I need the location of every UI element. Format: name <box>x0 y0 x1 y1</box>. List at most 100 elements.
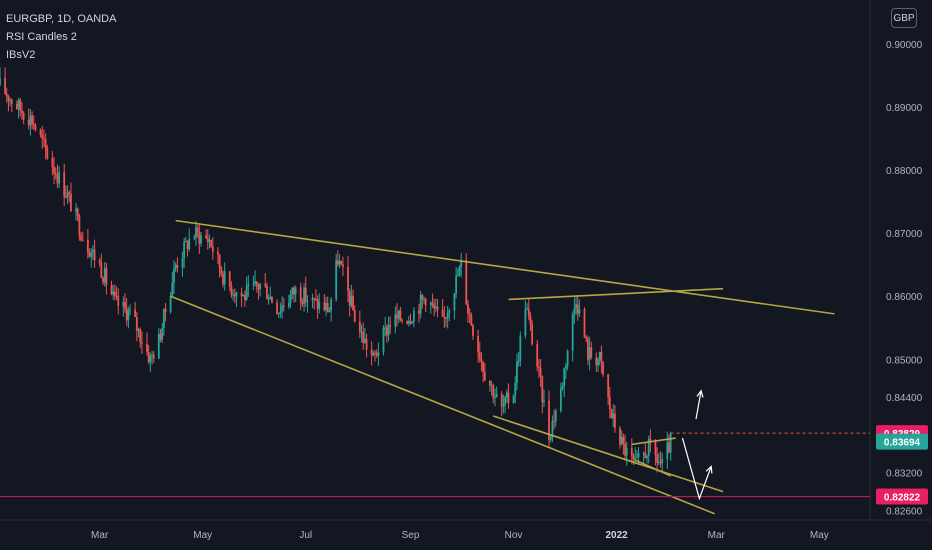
projection-arrow[interactable] <box>695 390 702 420</box>
candle-body <box>527 308 530 317</box>
candle-body <box>490 385 493 387</box>
candle-body <box>43 138 45 140</box>
candle-body <box>92 249 94 253</box>
candle-body <box>565 365 567 369</box>
candle-body <box>561 386 564 389</box>
price-axis[interactable]: 0.90000 0.89000 0.88000 0.87000 0.86000 0.850… <box>886 40 923 517</box>
candle-body <box>634 458 637 460</box>
candle-body <box>348 291 351 306</box>
candle-body <box>472 325 474 336</box>
candle-body <box>668 442 670 453</box>
trendline[interactable] <box>631 437 676 446</box>
candle-body <box>115 295 118 297</box>
candle-body <box>423 298 425 300</box>
candle-body <box>304 287 307 302</box>
candle-body <box>654 440 657 455</box>
trendline[interactable] <box>170 295 715 515</box>
candle-body <box>598 351 601 359</box>
candle-body <box>504 397 507 406</box>
candle-body <box>644 452 647 459</box>
candle-body <box>583 309 586 338</box>
candle-body <box>313 298 316 300</box>
candle-body <box>384 327 387 329</box>
candle-body <box>181 258 184 268</box>
candle-body <box>406 321 409 324</box>
candle-body <box>519 335 522 361</box>
candle-body <box>157 333 160 359</box>
candle-body <box>335 260 338 300</box>
time-tick-label: Nov <box>505 530 523 541</box>
candle-body <box>551 420 554 438</box>
candle-body <box>669 433 672 453</box>
candle-body <box>514 382 517 396</box>
candle-body <box>494 397 496 399</box>
candle-body <box>595 357 598 366</box>
candle-body <box>66 192 69 198</box>
candle-body <box>622 436 625 444</box>
candle-body <box>548 400 550 440</box>
price-label-box <box>876 433 928 450</box>
candle-body <box>549 437 552 440</box>
candle-body <box>489 380 491 386</box>
indicator-ibsv2[interactable]: IBsV2 <box>6 49 36 61</box>
candle-body <box>112 291 115 295</box>
candle-body <box>600 351 603 363</box>
candle-body <box>193 237 196 239</box>
candle-body <box>102 277 104 283</box>
candle-body <box>424 298 427 306</box>
candle-body <box>184 241 187 243</box>
candle-body <box>666 442 669 459</box>
candle-body <box>441 309 444 317</box>
candle-body <box>146 343 148 352</box>
candle-body <box>269 296 272 300</box>
candle-body <box>152 354 155 359</box>
projection-arrow[interactable] <box>681 437 712 501</box>
indicator-rsi-candles[interactable]: RSI Candles 2 <box>6 31 77 43</box>
candle-body <box>612 413 615 419</box>
candle-body <box>536 344 539 367</box>
candle-body <box>32 124 35 126</box>
candle-body <box>21 110 23 114</box>
trendline[interactable] <box>175 219 835 315</box>
candle-body <box>245 286 248 300</box>
candle-body <box>326 302 329 313</box>
chart-legend: EURGBP, 1D, OANDA RSI Candles 2 IBsV2 <box>6 10 116 64</box>
candle-body <box>217 251 219 255</box>
candle-body <box>328 310 331 313</box>
trendline[interactable] <box>634 459 671 477</box>
candle-body <box>299 287 302 303</box>
candle-body <box>659 461 662 464</box>
candle-body <box>127 310 130 321</box>
candle-body <box>15 103 18 110</box>
candle-body <box>470 315 473 326</box>
symbol-title[interactable]: EURGBP, 1D, OANDA <box>6 13 117 25</box>
time-axis[interactable]: Mar May Jul Sep Nov 2022 Mar May <box>91 530 829 541</box>
currency-button[interactable]: GBP <box>891 8 917 28</box>
candle-body <box>387 325 390 336</box>
candle-body <box>88 252 91 257</box>
candle-body <box>382 328 385 353</box>
candle-body <box>647 438 650 457</box>
candle-body <box>90 252 93 257</box>
candle-body <box>208 239 211 242</box>
candle-body <box>338 260 341 265</box>
candle-body <box>233 294 236 297</box>
candle-body <box>205 235 207 239</box>
candle-body <box>93 249 96 261</box>
candle-body <box>271 296 273 303</box>
trendline[interactable] <box>493 415 724 493</box>
candle-body <box>255 281 258 286</box>
time-tick-label: May <box>810 530 829 541</box>
candle-body <box>375 353 378 356</box>
trendline[interactable] <box>508 287 724 301</box>
candle-body <box>164 308 167 312</box>
candle-body <box>78 216 81 236</box>
candle-body <box>374 352 376 354</box>
candle-body <box>279 311 282 314</box>
candle-body <box>586 338 589 360</box>
candle-body <box>222 274 224 285</box>
candle-body <box>125 308 128 321</box>
candle-body <box>478 351 481 360</box>
candle-body <box>54 173 57 175</box>
